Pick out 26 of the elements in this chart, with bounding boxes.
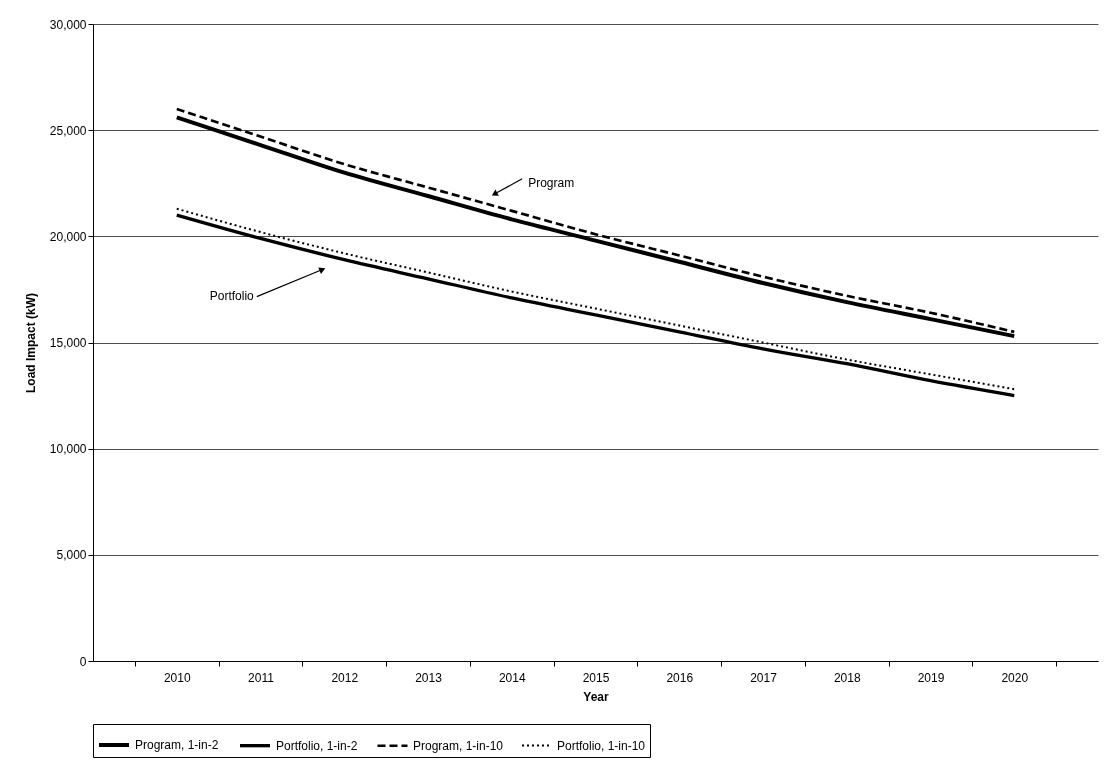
x-tick-label: 2020 bbox=[1001, 670, 1029, 685]
x-tick-label: 2012 bbox=[331, 670, 359, 685]
x-tick-label: 2017 bbox=[750, 670, 778, 685]
annotation: Portfolio bbox=[209, 289, 255, 303]
x-tick-label: 2019 bbox=[917, 670, 945, 685]
legend-label: Program, 1-in-2 bbox=[135, 738, 219, 752]
y-axis-title: Load Impact (kW) bbox=[23, 292, 38, 394]
y-tick-label: 15,000 bbox=[49, 336, 87, 350]
x-tick-label: 2016 bbox=[666, 670, 694, 685]
x-axis-title: Year bbox=[583, 689, 610, 704]
x-tick-label: 2013 bbox=[415, 670, 443, 685]
x-tick-label: 2014 bbox=[498, 670, 526, 685]
x-tick-label: 2018 bbox=[833, 670, 861, 685]
x-tick-label: 2011 bbox=[248, 670, 275, 685]
y-tick-label: 0 bbox=[79, 654, 87, 669]
y-tick-label: 10,000 bbox=[49, 442, 87, 457]
legend-label: Program, 1-in-10 bbox=[413, 738, 504, 753]
legend-label: Portfolio, 1-in-2 bbox=[276, 738, 358, 753]
x-tick-label: 2010 bbox=[163, 670, 191, 685]
x-tick-label: 2015 bbox=[582, 670, 610, 685]
legend-label: Portfolio, 1-in-10 bbox=[557, 738, 646, 753]
y-tick-label: 30,000 bbox=[49, 17, 87, 32]
annotation: Program bbox=[528, 176, 575, 191]
y-tick-label: 25,000 bbox=[49, 123, 87, 138]
y-tick-label: 20,000 bbox=[49, 229, 87, 244]
y-tick-label: 5,000 bbox=[56, 548, 87, 563]
